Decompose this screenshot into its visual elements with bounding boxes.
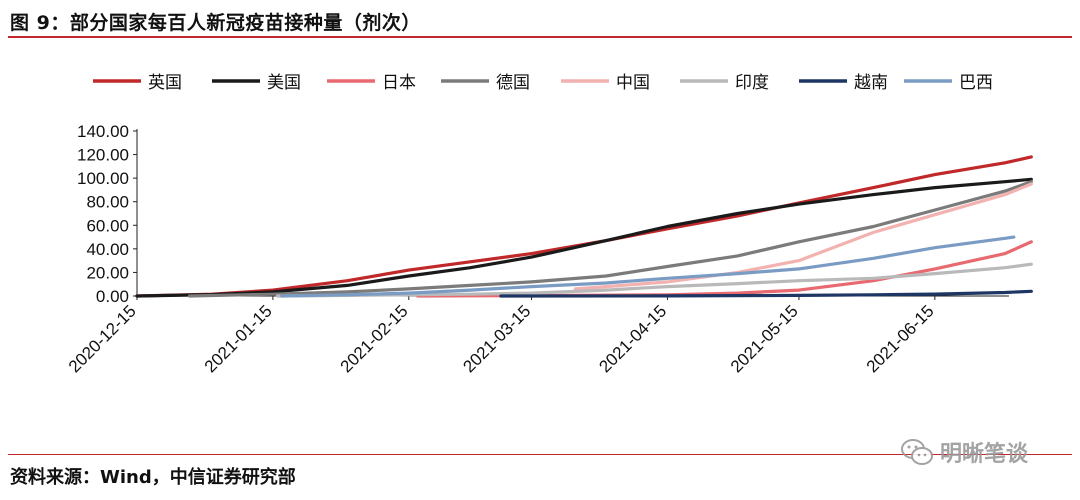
- series-line-越南: [499, 289, 1033, 298]
- vaccination-line-chart: 0.00 20.00 40.00 60.00 80.00 100.00 120.00 140.…: [65, 73, 1033, 376]
- y-tick-label: 80.00: [86, 193, 129, 212]
- legend-label: 德国: [496, 73, 530, 93]
- series-line-巴西: [280, 235, 1016, 298]
- series-line-印度: [275, 262, 1033, 298]
- x-tick-label: 2021-02-15: [337, 301, 412, 376]
- title-rule: [8, 36, 1072, 38]
- chart-title: 图 9：部分国家每百人新冠疫苗接种量（剂次）: [10, 12, 421, 34]
- x-tick-label: 2021-05-15: [727, 301, 802, 376]
- y-tick-label: 20.00: [86, 263, 129, 282]
- x-tick-label: 2021-04-15: [595, 301, 670, 376]
- watermark-text: 明晰笔谈: [940, 442, 1029, 467]
- y-tick-label: 120.00: [77, 146, 129, 165]
- series-line-中国: [573, 182, 1033, 291]
- x-tick-label: 2020-12-15: [65, 301, 140, 376]
- legend-label: 中国: [616, 73, 650, 93]
- legend-label: 越南: [854, 73, 888, 93]
- watermark: 明晰笔谈: [900, 436, 1028, 468]
- x-tick-label: 2021-06-15: [863, 301, 938, 376]
- series-line-德国: [188, 180, 1033, 298]
- wechat-icon: [901, 439, 933, 465]
- y-tick-label: 100.00: [77, 169, 129, 188]
- source-note: 资料来源：Wind，中信证券研究部: [10, 467, 296, 488]
- legend-label: 英国: [148, 73, 182, 93]
- y-tick-label: 140.00: [77, 122, 129, 141]
- footer-rule: [8, 454, 1072, 455]
- series-line-美国: [135, 177, 1033, 298]
- x-tick-label: 2021-03-15: [459, 301, 534, 376]
- y-tick-label: 0.00: [96, 287, 129, 306]
- legend-label: 日本: [382, 73, 416, 93]
- legend-label: 美国: [267, 73, 301, 93]
- y-tick-label: 40.00: [86, 240, 129, 259]
- x-tick-label: 2021-01-15: [201, 301, 276, 376]
- y-tick-label: 60.00: [86, 216, 129, 235]
- legend-label: 印度: [735, 73, 769, 93]
- legend-label: 巴西: [959, 73, 993, 93]
